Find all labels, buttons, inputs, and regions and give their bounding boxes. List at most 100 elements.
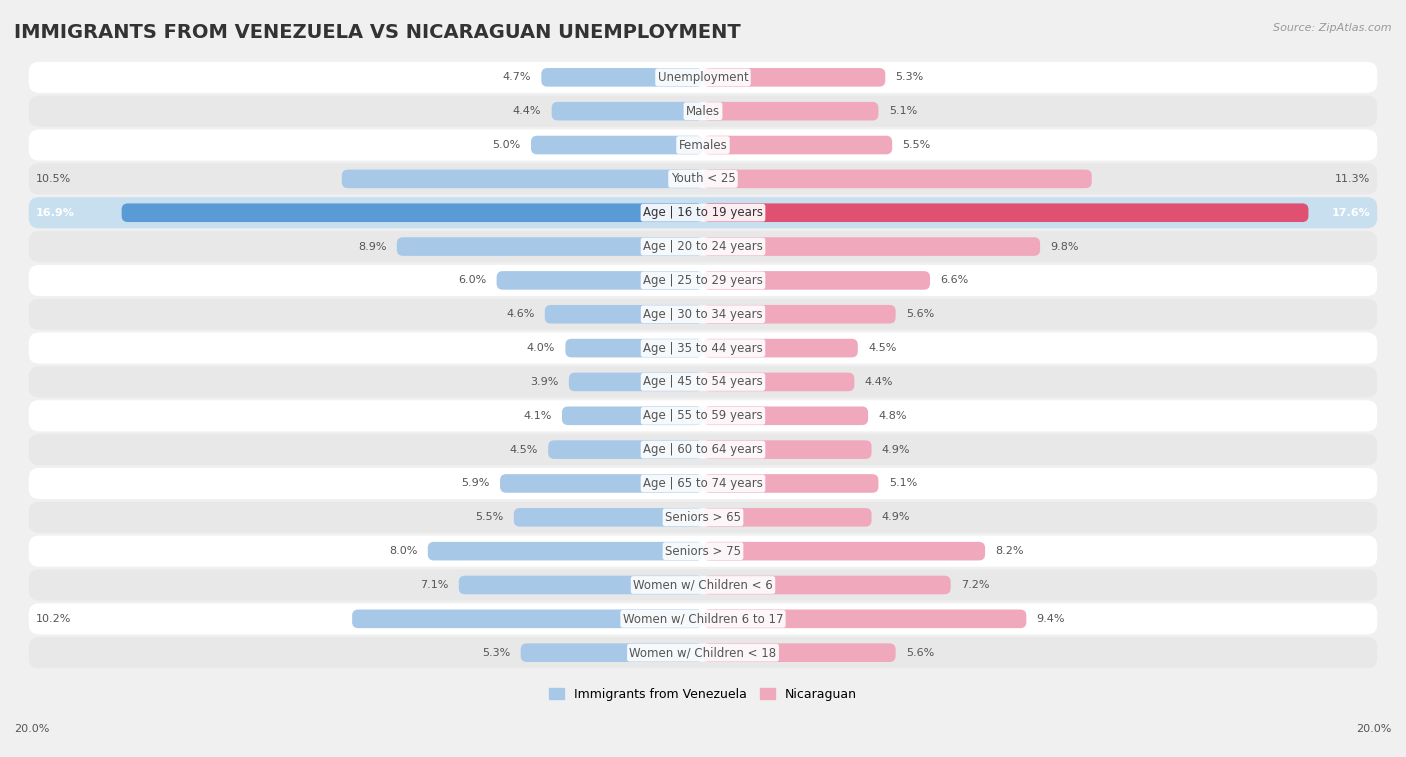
Text: 4.1%: 4.1% — [523, 411, 551, 421]
FancyBboxPatch shape — [703, 204, 1309, 222]
Text: 5.0%: 5.0% — [492, 140, 520, 150]
Text: Youth < 25: Youth < 25 — [671, 173, 735, 185]
FancyBboxPatch shape — [703, 372, 855, 391]
Text: 4.5%: 4.5% — [868, 343, 897, 353]
Text: 5.5%: 5.5% — [475, 512, 503, 522]
FancyBboxPatch shape — [501, 474, 703, 493]
FancyBboxPatch shape — [703, 474, 879, 493]
Text: 7.1%: 7.1% — [420, 580, 449, 590]
Text: 4.6%: 4.6% — [506, 310, 534, 319]
Text: 8.0%: 8.0% — [389, 546, 418, 556]
Text: Age | 55 to 59 years: Age | 55 to 59 years — [643, 410, 763, 422]
FancyBboxPatch shape — [28, 164, 1378, 195]
Text: 9.4%: 9.4% — [1036, 614, 1066, 624]
Text: Age | 65 to 74 years: Age | 65 to 74 years — [643, 477, 763, 490]
Text: Age | 25 to 29 years: Age | 25 to 29 years — [643, 274, 763, 287]
Text: Source: ZipAtlas.com: Source: ZipAtlas.com — [1274, 23, 1392, 33]
FancyBboxPatch shape — [703, 575, 950, 594]
Text: 16.9%: 16.9% — [35, 207, 75, 218]
FancyBboxPatch shape — [551, 102, 703, 120]
Text: 4.8%: 4.8% — [879, 411, 907, 421]
FancyBboxPatch shape — [703, 542, 986, 560]
Text: 5.1%: 5.1% — [889, 106, 917, 116]
FancyBboxPatch shape — [28, 265, 1378, 296]
FancyBboxPatch shape — [703, 68, 886, 86]
FancyBboxPatch shape — [28, 637, 1378, 668]
Text: Unemployment: Unemployment — [658, 71, 748, 84]
Text: 20.0%: 20.0% — [1357, 724, 1392, 734]
Text: Seniors > 65: Seniors > 65 — [665, 511, 741, 524]
Text: Age | 20 to 24 years: Age | 20 to 24 years — [643, 240, 763, 253]
Text: 4.4%: 4.4% — [513, 106, 541, 116]
FancyBboxPatch shape — [396, 237, 703, 256]
Text: Females: Females — [679, 139, 727, 151]
FancyBboxPatch shape — [513, 508, 703, 527]
Text: Women w/ Children 6 to 17: Women w/ Children 6 to 17 — [623, 612, 783, 625]
FancyBboxPatch shape — [565, 339, 703, 357]
Text: 5.3%: 5.3% — [482, 648, 510, 658]
FancyBboxPatch shape — [28, 366, 1378, 397]
Text: 4.7%: 4.7% — [502, 73, 531, 83]
FancyBboxPatch shape — [28, 502, 1378, 533]
Text: 6.0%: 6.0% — [458, 276, 486, 285]
Text: Women w/ Children < 18: Women w/ Children < 18 — [630, 646, 776, 659]
FancyBboxPatch shape — [28, 95, 1378, 126]
FancyBboxPatch shape — [28, 536, 1378, 567]
Text: Age | 16 to 19 years: Age | 16 to 19 years — [643, 206, 763, 220]
FancyBboxPatch shape — [458, 575, 703, 594]
FancyBboxPatch shape — [703, 136, 893, 154]
Text: 5.3%: 5.3% — [896, 73, 924, 83]
Text: 4.9%: 4.9% — [882, 512, 910, 522]
FancyBboxPatch shape — [544, 305, 703, 323]
Text: 4.0%: 4.0% — [527, 343, 555, 353]
Text: 8.2%: 8.2% — [995, 546, 1024, 556]
Text: 9.8%: 9.8% — [1050, 241, 1078, 251]
FancyBboxPatch shape — [352, 609, 703, 628]
FancyBboxPatch shape — [562, 407, 703, 425]
FancyBboxPatch shape — [703, 305, 896, 323]
FancyBboxPatch shape — [541, 68, 703, 86]
FancyBboxPatch shape — [703, 643, 896, 662]
FancyBboxPatch shape — [28, 299, 1378, 330]
Legend: Immigrants from Venezuela, Nicaraguan: Immigrants from Venezuela, Nicaraguan — [544, 683, 862, 706]
Text: 11.3%: 11.3% — [1336, 174, 1371, 184]
FancyBboxPatch shape — [28, 129, 1378, 160]
FancyBboxPatch shape — [28, 569, 1378, 600]
FancyBboxPatch shape — [28, 434, 1378, 466]
Text: 4.9%: 4.9% — [882, 444, 910, 455]
FancyBboxPatch shape — [28, 468, 1378, 499]
Text: 6.6%: 6.6% — [941, 276, 969, 285]
FancyBboxPatch shape — [427, 542, 703, 560]
FancyBboxPatch shape — [28, 603, 1378, 634]
Text: 3.9%: 3.9% — [530, 377, 558, 387]
Text: Seniors > 75: Seniors > 75 — [665, 544, 741, 558]
FancyBboxPatch shape — [122, 204, 703, 222]
FancyBboxPatch shape — [520, 643, 703, 662]
Text: 4.5%: 4.5% — [509, 444, 538, 455]
Text: Age | 35 to 44 years: Age | 35 to 44 years — [643, 341, 763, 354]
FancyBboxPatch shape — [496, 271, 703, 290]
FancyBboxPatch shape — [28, 62, 1378, 93]
FancyBboxPatch shape — [703, 170, 1091, 188]
Text: 8.9%: 8.9% — [359, 241, 387, 251]
Text: Males: Males — [686, 104, 720, 117]
FancyBboxPatch shape — [703, 407, 868, 425]
FancyBboxPatch shape — [342, 170, 703, 188]
FancyBboxPatch shape — [531, 136, 703, 154]
Text: 5.9%: 5.9% — [461, 478, 489, 488]
Text: Age | 60 to 64 years: Age | 60 to 64 years — [643, 443, 763, 456]
FancyBboxPatch shape — [703, 271, 929, 290]
Text: 5.6%: 5.6% — [905, 310, 934, 319]
FancyBboxPatch shape — [703, 237, 1040, 256]
Text: 17.6%: 17.6% — [1331, 207, 1371, 218]
Text: Age | 45 to 54 years: Age | 45 to 54 years — [643, 375, 763, 388]
FancyBboxPatch shape — [703, 609, 1026, 628]
Text: Age | 30 to 34 years: Age | 30 to 34 years — [643, 308, 763, 321]
FancyBboxPatch shape — [569, 372, 703, 391]
Text: 5.6%: 5.6% — [905, 648, 934, 658]
Text: 7.2%: 7.2% — [960, 580, 990, 590]
FancyBboxPatch shape — [703, 441, 872, 459]
FancyBboxPatch shape — [703, 508, 872, 527]
FancyBboxPatch shape — [703, 102, 879, 120]
FancyBboxPatch shape — [703, 339, 858, 357]
